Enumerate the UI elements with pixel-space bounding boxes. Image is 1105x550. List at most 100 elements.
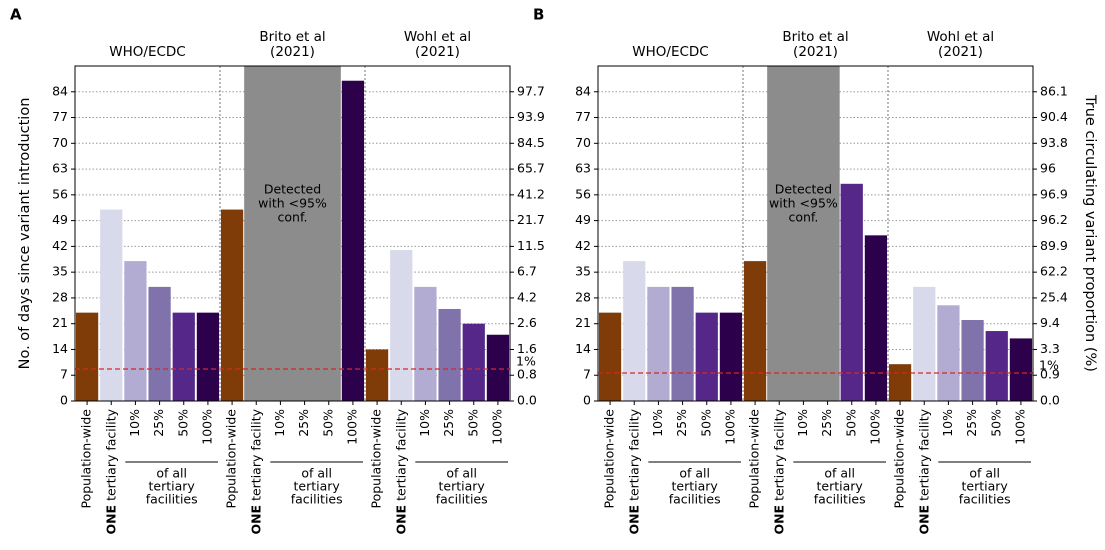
- subgroup-label: facilities: [291, 492, 343, 507]
- annotation: Detected: [775, 182, 832, 197]
- subgroup-label: facilities: [814, 492, 866, 507]
- x-tick-label: ONE tertiary facility: [393, 408, 408, 534]
- x-tick-label: 50%: [175, 409, 190, 437]
- x-tick-label: Population-wide: [747, 409, 762, 509]
- y2-tick-label: 4.2: [517, 289, 537, 304]
- y2-tick-label: 0.0: [517, 393, 537, 408]
- x-tick-label: 25%: [151, 409, 166, 437]
- bar: [75, 312, 99, 401]
- y2-tick-label: 21.7: [517, 212, 545, 227]
- x-tick-label: 100%: [199, 409, 214, 445]
- y2-tick-label: 84.5: [517, 135, 545, 150]
- x-tick-label: 10%: [940, 409, 955, 437]
- x-tick-label: 50%: [320, 409, 335, 437]
- y-tick-label: 77: [52, 109, 68, 124]
- x-tick-label: 25%: [296, 409, 311, 437]
- bar: [864, 235, 888, 401]
- bar: [148, 286, 171, 401]
- y2-tick-label: 97.7: [517, 83, 545, 98]
- y-tick-label: 28: [52, 289, 68, 304]
- group-title: WHO/ECDC: [632, 44, 708, 60]
- subgroup-label: of all: [824, 466, 855, 481]
- threshold-label: 1%: [1039, 358, 1059, 373]
- y2-tick-label: 93.9: [517, 109, 545, 124]
- y-tick-label: 56: [52, 186, 68, 201]
- low-confidence-region: [767, 66, 840, 401]
- y-tick-label: 63: [575, 161, 591, 176]
- subgroup-label: of all: [969, 466, 1000, 481]
- group-title: (2021): [270, 44, 315, 60]
- annotation: conf.: [788, 210, 818, 225]
- group-title: (2021): [793, 44, 838, 60]
- y-tick-label: 42: [575, 238, 591, 253]
- y-axis-label: No. of days since variant introduction: [17, 98, 33, 370]
- subgroup-label: of all: [679, 466, 710, 481]
- subgroup-label: tertiary: [439, 479, 486, 494]
- x-tick-label: 50%: [465, 409, 480, 437]
- y2-tick-label: 86.1: [1040, 83, 1068, 98]
- bar: [623, 261, 646, 401]
- x-tick-label: 25%: [819, 409, 834, 437]
- subgroup-label: tertiary: [672, 479, 719, 494]
- y2-tick-label: 6.7: [517, 264, 537, 279]
- x-tick-label: 10%: [417, 409, 432, 437]
- y-tick-label: 84: [52, 83, 68, 98]
- subgroup-label: tertiary: [962, 479, 1009, 494]
- y-tick-label: 49: [52, 212, 68, 227]
- x-tick-label: 10%: [272, 409, 287, 437]
- subgroup-label: facilities: [146, 492, 198, 507]
- x-tick-label: 100%: [1012, 409, 1027, 445]
- bar: [937, 305, 960, 401]
- y-tick-label: 84: [575, 83, 591, 98]
- subgroup-label: tertiary: [149, 479, 196, 494]
- y-tick-label: 21: [52, 315, 68, 330]
- x-tick-label: 100%: [489, 409, 504, 445]
- x-tick-label: Population-wide: [892, 409, 907, 509]
- y-tick-label: 77: [575, 109, 591, 124]
- annotation: Detected: [264, 182, 321, 197]
- x-tick-label: 10%: [127, 409, 142, 437]
- bar: [913, 286, 936, 401]
- x-tick-label: ONE tertiary facility: [916, 408, 931, 534]
- x-tick-label: Population-wide: [224, 409, 239, 509]
- bar: [341, 80, 365, 401]
- x-tick-label: 100%: [344, 409, 359, 445]
- bar: [196, 312, 220, 401]
- y-tick-label: 14: [575, 341, 591, 356]
- y2-tick-label: 41.2: [517, 186, 545, 201]
- x-tick-label: ONE tertiary facility: [248, 408, 263, 534]
- y-tick-label: 49: [575, 212, 591, 227]
- y2-tick-label: 3.3: [1040, 341, 1060, 356]
- y-tick-label: 35: [575, 264, 591, 279]
- annotation: with <95%: [769, 196, 838, 211]
- x-tick-label: 100%: [722, 409, 737, 445]
- subgroup-label: tertiary: [817, 479, 864, 494]
- y2-tick-label: 62.2: [1040, 264, 1068, 279]
- annotation: conf.: [278, 210, 308, 225]
- x-tick-label: 50%: [843, 409, 858, 437]
- y-tick-label: 70: [52, 135, 68, 150]
- y2-tick-label: 0.9: [1040, 367, 1060, 382]
- subgroup-label: tertiary: [294, 479, 341, 494]
- y-tick-label: 28: [575, 289, 591, 304]
- y-tick-label: 42: [52, 238, 68, 253]
- y2-axis-label: True circulating variant proportion (%): [1082, 94, 1098, 372]
- x-tick-label: ONE tertiary facility: [626, 408, 641, 534]
- bar: [1009, 338, 1033, 401]
- bar: [695, 312, 718, 401]
- y-tick-label: 0: [583, 393, 591, 408]
- subgroup-label: facilities: [669, 492, 721, 507]
- x-tick-label: Population-wide: [602, 409, 617, 509]
- bar: [438, 308, 461, 401]
- bar: [124, 261, 147, 401]
- annotation: with <95%: [258, 196, 327, 211]
- bar: [172, 312, 195, 401]
- y2-tick-label: 96: [1040, 161, 1056, 176]
- low-confidence-region: [244, 66, 341, 401]
- x-tick-label: 25%: [964, 409, 979, 437]
- x-tick-label: 100%: [867, 409, 882, 445]
- panel-label: A: [10, 6, 22, 24]
- group-title: WHO/ECDC: [109, 44, 185, 60]
- x-tick-label: 25%: [674, 409, 689, 437]
